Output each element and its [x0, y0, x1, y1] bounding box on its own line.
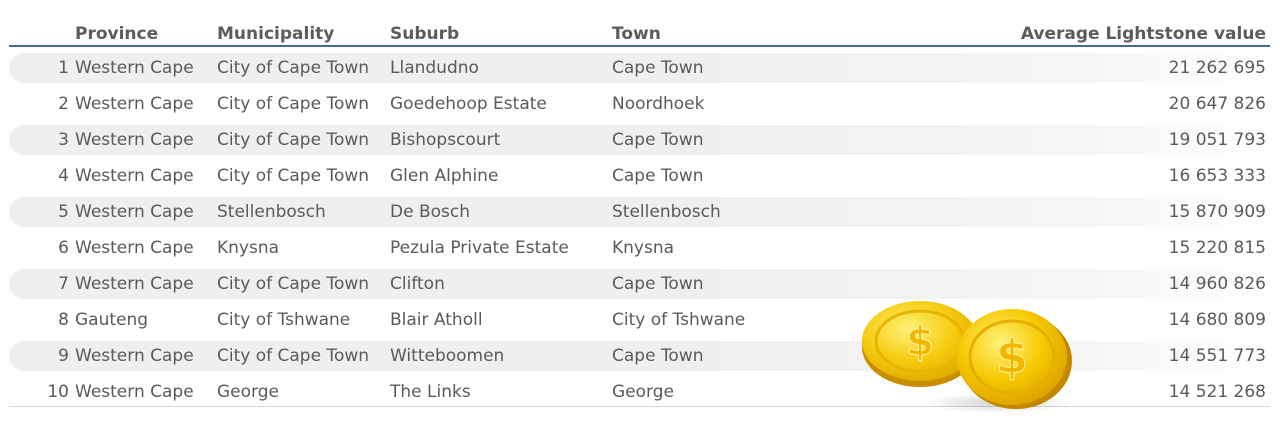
svg-text:$: $: [996, 330, 1028, 384]
province-cell: Western Cape: [75, 130, 194, 150]
town-cell: Cape Town: [612, 346, 704, 366]
value-cell: 14 521 268: [1168, 382, 1266, 402]
value-cell: 14 551 773: [1168, 346, 1266, 366]
province-cell: Western Cape: [75, 346, 194, 366]
suburb-ranking-table: Province Municipality Suburb Town Averag…: [9, 18, 1270, 407]
rank-cell: 8: [58, 310, 69, 330]
value-cell: 14 680 809: [1168, 310, 1266, 330]
town-cell: Knysna: [612, 238, 675, 258]
header-suburb: Suburb: [390, 24, 460, 44]
value-cell: 20 647 826: [1168, 94, 1266, 114]
header-town: Town: [612, 24, 661, 44]
rank-cell: 3: [58, 130, 69, 150]
table-row: 9 Western Cape City of Cape Town Wittebo…: [9, 341, 1270, 371]
table-row: 5 Western Cape Stellenbosch De Bosch Ste…: [9, 197, 1270, 227]
province-cell: Western Cape: [75, 238, 194, 258]
rank-cell: 10: [47, 382, 69, 402]
province-cell: Western Cape: [75, 58, 194, 78]
province-cell: Western Cape: [75, 274, 194, 294]
province-cell: Western Cape: [75, 94, 194, 114]
header-province: Province: [75, 24, 159, 44]
province-cell: Western Cape: [75, 382, 194, 402]
town-cell: Cape Town: [612, 130, 704, 150]
municipality-cell: City of Cape Town: [217, 58, 370, 78]
province-cell: Gauteng: [75, 310, 149, 330]
rank-cell: 6: [58, 238, 69, 258]
rank-cell: 4: [58, 166, 69, 186]
table-row: 2 Western Cape City of Cape Town Goedeho…: [9, 89, 1270, 119]
town-cell: Cape Town: [612, 166, 704, 186]
rank-cell: 5: [58, 202, 69, 222]
value-cell: 19 051 793: [1168, 130, 1266, 150]
gold-coins-icon: $ $: [858, 295, 1078, 415]
municipality-cell: Stellenbosch: [217, 202, 326, 222]
suburb-cell: De Bosch: [390, 202, 470, 222]
value-cell: 14 960 826: [1168, 274, 1266, 294]
rank-cell: 1: [58, 58, 69, 78]
province-cell: Western Cape: [75, 166, 194, 186]
value-cell: 15 220 815: [1168, 238, 1266, 258]
svg-text:$: $: [906, 319, 934, 365]
value-cell: 21 262 695: [1168, 58, 1266, 78]
town-cell: Stellenbosch: [612, 202, 721, 222]
value-cell: 16 653 333: [1168, 166, 1266, 186]
table-row: 3 Western Cape City of Cape Town Bishops…: [9, 125, 1270, 155]
table-row: 10 Western Cape George The Links George …: [9, 377, 1270, 407]
table-bottom-rule: [9, 406, 1270, 407]
town-cell: George: [612, 382, 674, 402]
suburb-cell: Blair Atholl: [390, 310, 483, 330]
table-row: 6 Western Cape Knysna Pezula Private Est…: [9, 233, 1270, 263]
municipality-cell: City of Cape Town: [217, 274, 370, 294]
suburb-cell: Bishopscourt: [390, 130, 501, 150]
town-cell: Noordhoek: [612, 94, 705, 114]
header-average-value: Average Lightstone value: [1020, 24, 1266, 44]
rank-cell: 9: [58, 346, 69, 366]
header-municipality: Municipality: [217, 24, 335, 44]
suburb-cell: The Links: [390, 382, 471, 402]
suburb-cell: Clifton: [390, 274, 445, 294]
table-row: 4 Western Cape City of Cape Town Glen Al…: [9, 161, 1270, 191]
rank-cell: 2: [58, 94, 69, 114]
suburb-cell: Glen Alphine: [390, 166, 499, 186]
table-row: 7 Western Cape City of Cape Town Clifton…: [9, 269, 1270, 299]
town-cell: Cape Town: [612, 58, 704, 78]
table-row: 1 Western Cape City of Cape Town Llandud…: [9, 53, 1270, 83]
suburb-cell: Llandudno: [390, 58, 479, 78]
suburb-cell: Goedehoop Estate: [390, 94, 547, 114]
municipality-cell: City of Cape Town: [217, 94, 370, 114]
suburb-cell: Witteboomen: [390, 346, 505, 366]
town-cell: Cape Town: [612, 274, 704, 294]
value-cell: 15 870 909: [1168, 202, 1266, 222]
municipality-cell: Knysna: [217, 238, 280, 258]
municipality-cell: City of Tshwane: [217, 310, 351, 330]
municipality-cell: George: [217, 382, 279, 402]
town-cell: City of Tshwane: [612, 310, 746, 330]
province-cell: Western Cape: [75, 202, 194, 222]
municipality-cell: City of Cape Town: [217, 130, 370, 150]
suburb-cell: Pezula Private Estate: [390, 238, 569, 258]
rank-cell: 7: [58, 274, 69, 294]
municipality-cell: City of Cape Town: [217, 166, 370, 186]
table-header: Province Municipality Suburb Town Averag…: [9, 18, 1270, 47]
municipality-cell: City of Cape Town: [217, 346, 370, 366]
table-row: 8 Gauteng City of Tshwane Blair Atholl C…: [9, 305, 1270, 335]
